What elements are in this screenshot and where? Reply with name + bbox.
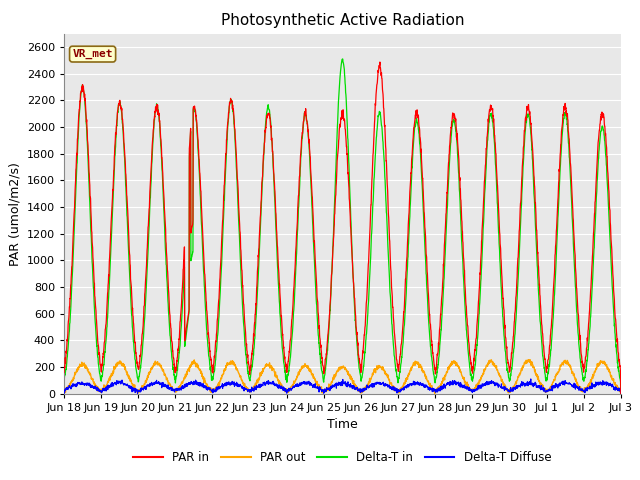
Legend: PAR in, PAR out, Delta-T in, Delta-T Diffuse: PAR in, PAR out, Delta-T in, Delta-T Dif…	[129, 446, 556, 469]
Text: VR_met: VR_met	[72, 49, 113, 59]
Y-axis label: PAR (umol/m2/s): PAR (umol/m2/s)	[8, 162, 21, 265]
Title: Photosynthetic Active Radiation: Photosynthetic Active Radiation	[221, 13, 464, 28]
X-axis label: Time: Time	[327, 418, 358, 431]
